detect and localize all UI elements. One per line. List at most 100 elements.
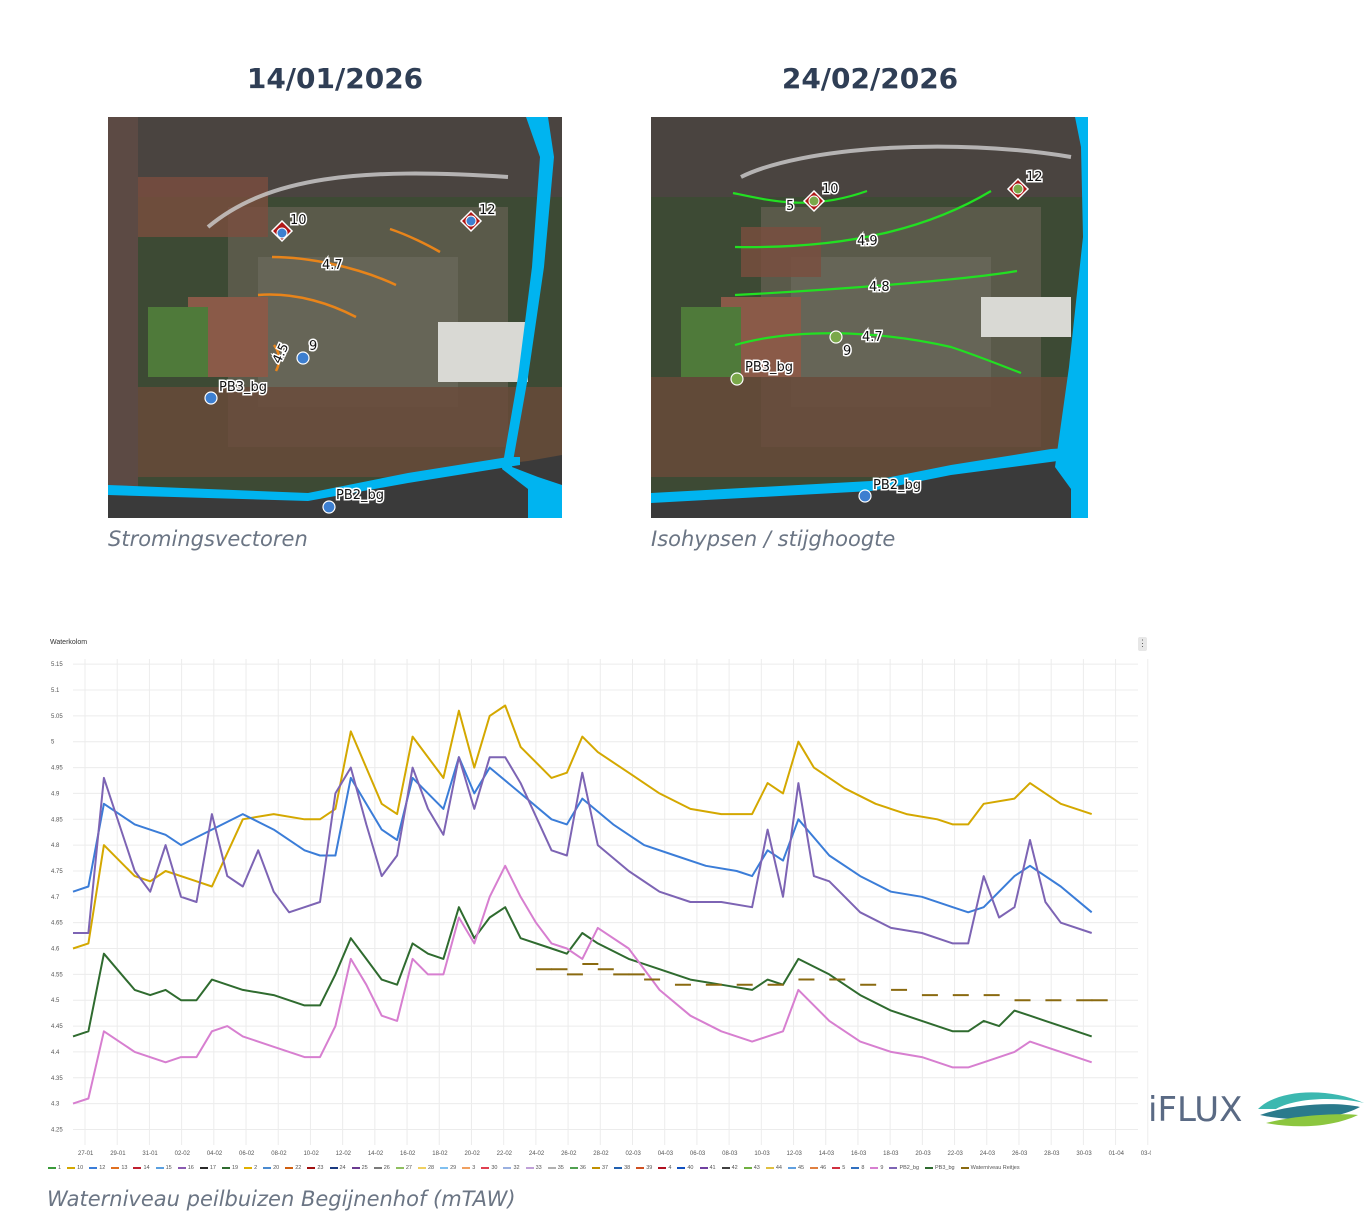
legend-item[interactable]: 8	[851, 1165, 864, 1171]
x-tick-label: 20-02	[464, 1151, 480, 1157]
legend-item[interactable]: 17	[199, 1165, 216, 1171]
well-9-marker[interactable]	[296, 351, 310, 365]
legend-swatch	[285, 1166, 294, 1169]
label-10: 10	[290, 213, 307, 228]
legend-item[interactable]: 33	[525, 1165, 542, 1171]
legend-item[interactable]: 40	[677, 1165, 694, 1171]
legend-item[interactable]: 32	[503, 1165, 520, 1171]
legend-item[interactable]: 12	[89, 1165, 105, 1171]
legend-item[interactable]: 29	[440, 1165, 456, 1171]
y-tick-label: 4.65	[51, 921, 63, 927]
legend-label: 26	[383, 1165, 390, 1171]
contour-label-47: 4.7	[322, 258, 343, 273]
legend-swatch	[636, 1166, 645, 1169]
legend-swatch	[810, 1166, 819, 1169]
legend-swatch	[89, 1166, 98, 1169]
series-line-10[interactable]	[72, 704, 1093, 950]
legend-item[interactable]: 9	[870, 1165, 883, 1171]
y-tick-label: 4.4	[51, 1050, 60, 1056]
legend-item[interactable]: 25	[351, 1165, 368, 1171]
legend-item[interactable]: 36	[569, 1165, 586, 1171]
legend-label: 30	[491, 1165, 498, 1171]
y-tick-label: 4.55	[51, 972, 63, 978]
x-tick-label: 28-02	[593, 1151, 609, 1157]
well-pb3-marker[interactable]	[204, 391, 218, 405]
legend-label: 37	[601, 1165, 609, 1171]
y-tick-label: 4.9	[51, 791, 60, 797]
y-tick-label: 4.45	[51, 1024, 63, 1030]
x-tick-label: 18-03	[883, 1151, 899, 1157]
legend-item[interactable]: 3	[462, 1165, 475, 1171]
x-tick-label: 24-02	[529, 1151, 545, 1157]
legend-item[interactable]: 24	[329, 1165, 346, 1171]
well-pb2-marker[interactable]	[322, 500, 336, 514]
legend-item[interactable]: 27	[395, 1165, 412, 1171]
legend-item[interactable]: 43	[743, 1165, 760, 1171]
x-tick-label: 16-03	[851, 1151, 867, 1157]
legend-item[interactable]: 39	[636, 1165, 652, 1171]
legend-swatch	[329, 1166, 338, 1169]
legend-swatch	[373, 1166, 382, 1169]
x-tick-label: 31-01	[142, 1151, 158, 1157]
well-12-marker[interactable]	[1006, 177, 1030, 201]
legend-label: 1	[58, 1165, 62, 1171]
well-pb3-marker[interactable]	[730, 372, 744, 386]
legend-item[interactable]: 13	[111, 1165, 127, 1171]
well-pb2-marker[interactable]	[858, 489, 872, 503]
series-line-pb3-bg[interactable]	[72, 906, 1093, 1038]
legend-item[interactable]: 4	[658, 1165, 671, 1171]
legend-label: Waterniveau Reitjes	[970, 1165, 1020, 1171]
legend-item[interactable]: PB3_bg	[925, 1165, 955, 1171]
legend-item[interactable]: 44	[765, 1165, 782, 1171]
legend-item[interactable]: 22	[285, 1165, 301, 1171]
legend-item[interactable]: 38	[614, 1165, 630, 1171]
legend-item[interactable]: 15	[155, 1165, 172, 1171]
legend-swatch	[591, 1166, 600, 1169]
svg-text:iFLUX: iFLUX	[1148, 1090, 1242, 1130]
legend-item[interactable]: 42	[721, 1165, 738, 1171]
legend-item[interactable]: Waterniveau Reitjes	[960, 1165, 1020, 1171]
legend-label: 3	[472, 1165, 476, 1171]
legend-item[interactable]: 37	[591, 1165, 609, 1171]
right-date-heading: 24/02/2026	[781, 62, 959, 95]
legend-item[interactable]: 5	[832, 1165, 845, 1171]
legend-item[interactable]: 46	[810, 1165, 826, 1171]
well-10-marker[interactable]	[270, 219, 294, 243]
legend-item[interactable]: 45	[788, 1165, 804, 1171]
legend-item[interactable]: 10	[67, 1165, 83, 1171]
series-line-12[interactable]	[72, 756, 1093, 914]
x-tick-label: 06-02	[239, 1151, 255, 1157]
y-tick-label: 5	[51, 740, 55, 746]
series-line-9[interactable]	[72, 864, 1093, 1105]
legend-item[interactable]: 19	[221, 1165, 238, 1171]
legend-label: 8	[861, 1165, 865, 1171]
well-12-marker[interactable]	[459, 209, 483, 233]
legend-item[interactable]: 26	[373, 1165, 390, 1171]
legend-swatch	[721, 1166, 730, 1169]
legend-item[interactable]: 41	[699, 1165, 716, 1171]
x-tick-label: 04-03	[658, 1151, 674, 1157]
legend-item[interactable]: 28	[418, 1165, 434, 1171]
y-tick-label: 4.7	[51, 895, 60, 901]
legend-item[interactable]: 16	[177, 1165, 194, 1171]
contour-label-5: 5	[786, 199, 794, 214]
x-tick-label: 08-02	[271, 1151, 287, 1157]
legend-item[interactable]: 14	[133, 1165, 150, 1171]
series-line-pb2-bg[interactable]	[73, 756, 1093, 945]
legend-item[interactable]: PB2_bg	[889, 1165, 919, 1171]
legend-label: 43	[753, 1165, 760, 1171]
legend-item[interactable]: 35	[547, 1165, 564, 1171]
legend-item[interactable]: 30	[481, 1165, 497, 1171]
legend-item[interactable]: 23	[307, 1165, 324, 1171]
legend-item[interactable]: 20	[263, 1165, 279, 1171]
well-9-marker[interactable]	[829, 330, 843, 344]
y-tick-label: 4.3	[51, 1102, 60, 1108]
x-tick-label: 26-03	[1012, 1151, 1028, 1157]
legend-item[interactable]: 1	[48, 1165, 61, 1171]
legend-item[interactable]: 2	[244, 1165, 257, 1171]
well-10-marker[interactable]	[802, 189, 826, 213]
y-tick-label: 4.95	[51, 766, 63, 772]
legend-label: 22	[295, 1165, 302, 1171]
legend-label: 39	[646, 1165, 653, 1171]
chart-menu-button[interactable]: ⋮	[1138, 637, 1147, 651]
